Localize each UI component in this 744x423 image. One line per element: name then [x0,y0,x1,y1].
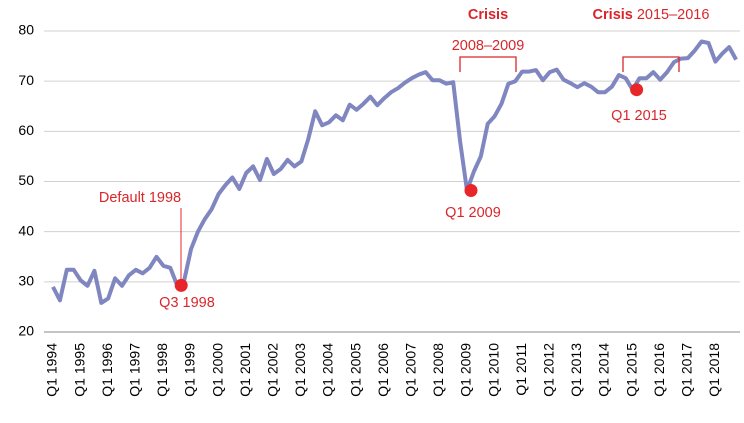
x-tick-label: Q1 2009 [458,343,474,397]
x-tick-label: Q1 2006 [375,343,391,397]
x-tick-label: Q1 2018 [706,343,722,397]
x-tick-label: Q1 1995 [71,343,87,397]
annotation: Q1 2009 [445,205,501,221]
y-tick-label: 80 [18,22,34,38]
crisis-title: Crisis [593,7,633,23]
annotation: Default 1998 [99,190,181,206]
x-tick-label: Q1 2008 [430,343,446,397]
y-tick-label: 20 [18,323,34,339]
annotation: 2008–2009 [452,38,525,54]
y-tick-label: 40 [18,222,34,238]
x-tick-label: Q1 2011 [513,343,529,396]
x-tick-label: Q1 1996 [99,343,115,397]
y-tick-label: 70 [18,72,34,88]
bracket [459,56,517,72]
x-tick-label: Q1 2000 [209,343,225,397]
x-tick-label: Q1 2012 [541,343,557,397]
x-tick-label: Q1 2004 [320,343,336,397]
y-tick-label: 30 [18,273,34,289]
x-tick-label: Q1 2007 [403,343,419,397]
highlight-point [464,184,478,198]
x-tick-label: Q1 2001 [237,343,253,397]
x-tick-label: Q1 2016 [651,343,667,397]
x-tick-label: Q1 2015 [623,343,639,397]
x-tick-label: Q1 2017 [679,343,695,397]
highlight-point [174,278,188,292]
x-tick-label: Q1 1994 [44,343,60,397]
crisis-label: Crisis [468,7,508,23]
y-tick-label: 50 [18,172,34,188]
highlight-point [630,83,644,97]
annotation: Q3 1998 [159,295,215,311]
crisis-title: Crisis [468,7,508,23]
x-tick-label: Q1 2014 [596,343,612,397]
x-tick-label: Q1 2005 [347,343,363,397]
crisis-label: Crisis 2015–2016 [593,7,710,23]
x-tick-label: Q1 2002 [265,343,281,397]
x-tick-label: Q1 1998 [154,343,170,397]
x-tick-label: Q1 2003 [292,343,308,397]
annotation: Q1 2015 [611,108,667,124]
x-tick-label: Q1 1997 [127,343,143,397]
data-line [51,39,738,305]
bracket [622,56,680,72]
x-tick-label: Q1 2013 [568,343,584,397]
x-tick-label: Q1 2010 [485,343,501,397]
x-tick-label: Q1 1999 [182,343,198,397]
crisis-text: 2015–2016 [637,7,710,23]
y-tick-label: 60 [18,122,34,138]
